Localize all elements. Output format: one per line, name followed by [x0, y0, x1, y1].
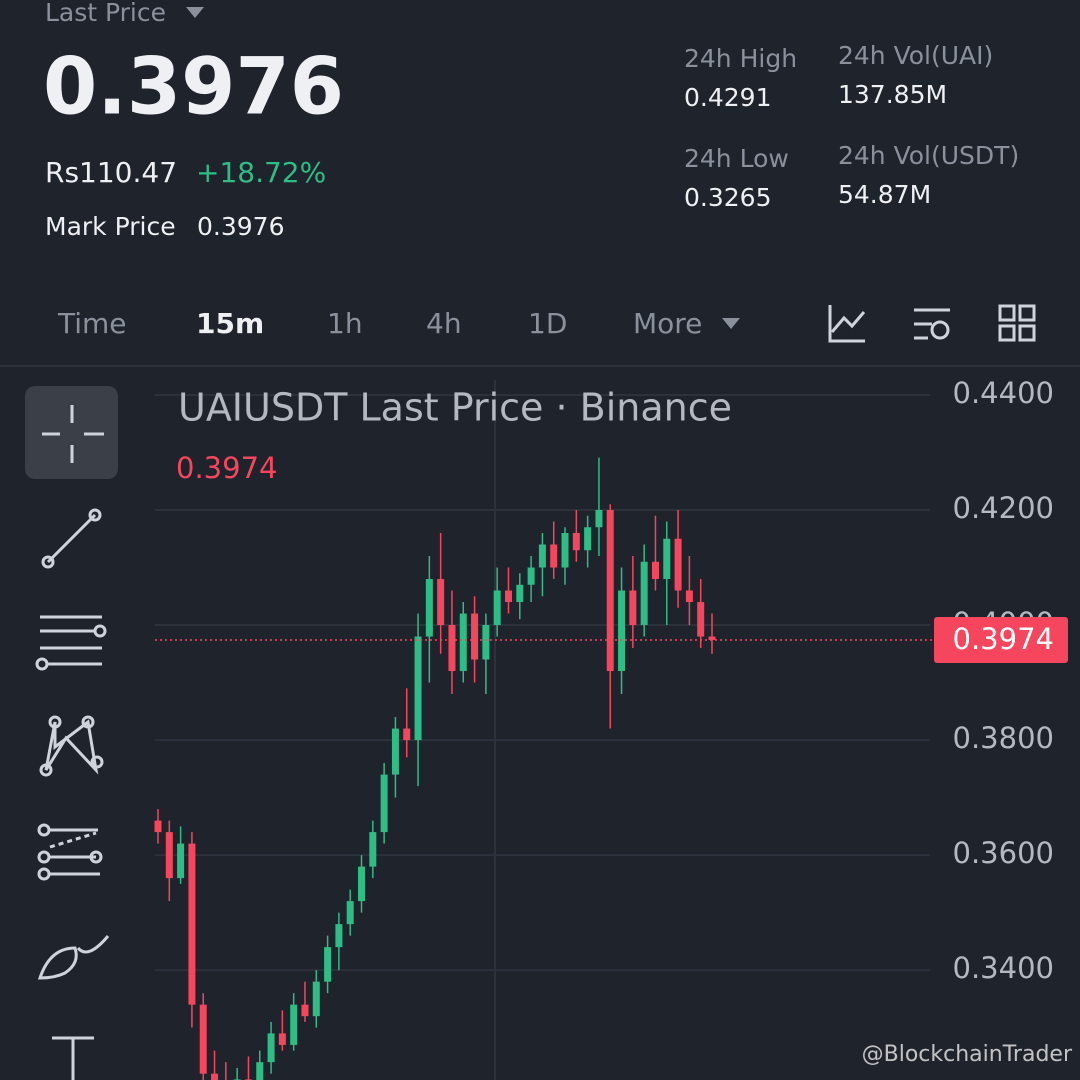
pattern-tool[interactable]: [39, 715, 104, 777]
candle-body: [425, 579, 433, 637]
candle-body: [154, 820, 162, 833]
y-tick-label: 0.4200: [953, 491, 1054, 525]
chart: 0.44000.42000.40000.38000.36000.3400UAIU…: [154, 376, 1068, 1080]
candle-body: [403, 728, 411, 741]
candle-body: [606, 509, 614, 672]
layout-icon[interactable]: [998, 304, 1036, 342]
candle-body: [324, 947, 332, 982]
timeframe-tab[interactable]: Time: [57, 307, 127, 340]
candle-body: [493, 590, 501, 626]
candle-body: [312, 981, 320, 1017]
fib-tool[interactable]: [37, 823, 103, 881]
candle-body: [346, 901, 354, 925]
candle-body: [651, 561, 659, 580]
y-tick-label: 0.3600: [953, 836, 1054, 870]
candle-body: [301, 1004, 309, 1017]
crosshair-icon: [42, 405, 104, 463]
candle-body: [256, 1062, 264, 1080]
candle-body: [629, 590, 637, 626]
timeframe-tab[interactable]: 4h: [426, 307, 462, 340]
candle-body: [584, 527, 592, 551]
dropdown-arrow[interactable]: [722, 318, 740, 329]
candle-body: [211, 1073, 219, 1080]
change: +18.72%: [196, 156, 326, 189]
settings-icon[interactable]: [914, 308, 950, 340]
candle-body: [380, 774, 388, 833]
price-label[interactable]: Last Price: [45, 0, 166, 27]
candle-body: [685, 590, 693, 603]
mark-price-label: Mark Price: [45, 212, 176, 241]
drawing-tools: [25, 386, 118, 1080]
candle-body: [504, 590, 512, 603]
last-price: 0.3976: [43, 42, 344, 132]
y-tick-label: 0.4400: [953, 376, 1054, 410]
chart-title: UAIUSDT Last Price · Binance: [178, 386, 732, 430]
dropdown-arrow[interactable]: [186, 7, 204, 18]
timeframe-tab[interactable]: 15m: [196, 307, 264, 340]
candle-body: [708, 636, 716, 640]
candle-body: [471, 613, 479, 660]
candle-body: [618, 590, 626, 672]
fiat-price: Rs110.47: [45, 156, 177, 189]
parallel-tool[interactable]: [35, 615, 107, 671]
candle-body: [697, 602, 705, 637]
stat-label: 24h High: [684, 44, 797, 73]
candle-body: [165, 832, 173, 879]
candle-body: [663, 538, 671, 580]
candle-body: [595, 509, 603, 528]
stat-value: 137.85M: [838, 80, 947, 109]
toolbar: Time 15m 1h 4h 1D More: [0, 304, 1080, 367]
stat-value: 54.87M: [838, 180, 931, 209]
candle-body: [459, 613, 467, 672]
candle-body: [527, 567, 535, 585]
timeframe-tab[interactable]: More: [633, 307, 702, 340]
stat-value: 0.3265: [684, 183, 771, 212]
candle-body: [267, 1033, 275, 1063]
last-price-badge: [934, 616, 1068, 663]
stat-value: 0.4291: [684, 83, 771, 112]
candle-body: [188, 843, 196, 1005]
stat-label: 24h Vol(USDT): [838, 141, 1019, 170]
last-price-badge-label: 0.3974: [953, 622, 1054, 656]
candle-body: [278, 1033, 286, 1045]
candle-body: [561, 532, 569, 568]
candle-body: [674, 538, 682, 591]
stat-label: 24h Low: [684, 144, 789, 173]
timeframe-tab[interactable]: 1h: [327, 307, 363, 340]
candle-body: [358, 866, 366, 902]
candle-body: [414, 636, 422, 741]
candle-body: [391, 728, 399, 775]
line-tool[interactable]: [41, 508, 102, 569]
candle-body: [437, 579, 445, 626]
candle-body: [538, 544, 546, 568]
candle-body: [516, 584, 524, 603]
candle-body: [572, 532, 580, 551]
brush-tool[interactable]: [37, 935, 110, 980]
watermark: @BlockchainTrader: [862, 1042, 1073, 1067]
candle-body: [482, 625, 490, 660]
stat-label: 24h Vol(UAI): [838, 41, 993, 70]
indicator-icon[interactable]: [828, 305, 866, 343]
y-tick-label: 0.3800: [953, 721, 1054, 755]
crosshair-tool[interactable]: [25, 386, 118, 479]
candle-body: [177, 843, 185, 879]
header: Last Price 0.3976 Rs110.47 +18.72% Mark …: [43, 0, 1019, 241]
candle-body: [550, 544, 558, 568]
candle-body: [335, 924, 343, 948]
candle-body: [448, 625, 456, 672]
text-tool[interactable]: [52, 1036, 94, 1080]
timeframe-tab[interactable]: 1D: [528, 307, 567, 340]
legend-value: 0.3974: [176, 451, 277, 485]
candle-body: [290, 1004, 298, 1045]
mark-price: 0.3976: [197, 212, 284, 241]
candle-body: [199, 1004, 207, 1074]
candle-body: [369, 832, 377, 867]
y-tick-label: 0.3400: [953, 951, 1054, 985]
candle-body: [640, 561, 648, 626]
